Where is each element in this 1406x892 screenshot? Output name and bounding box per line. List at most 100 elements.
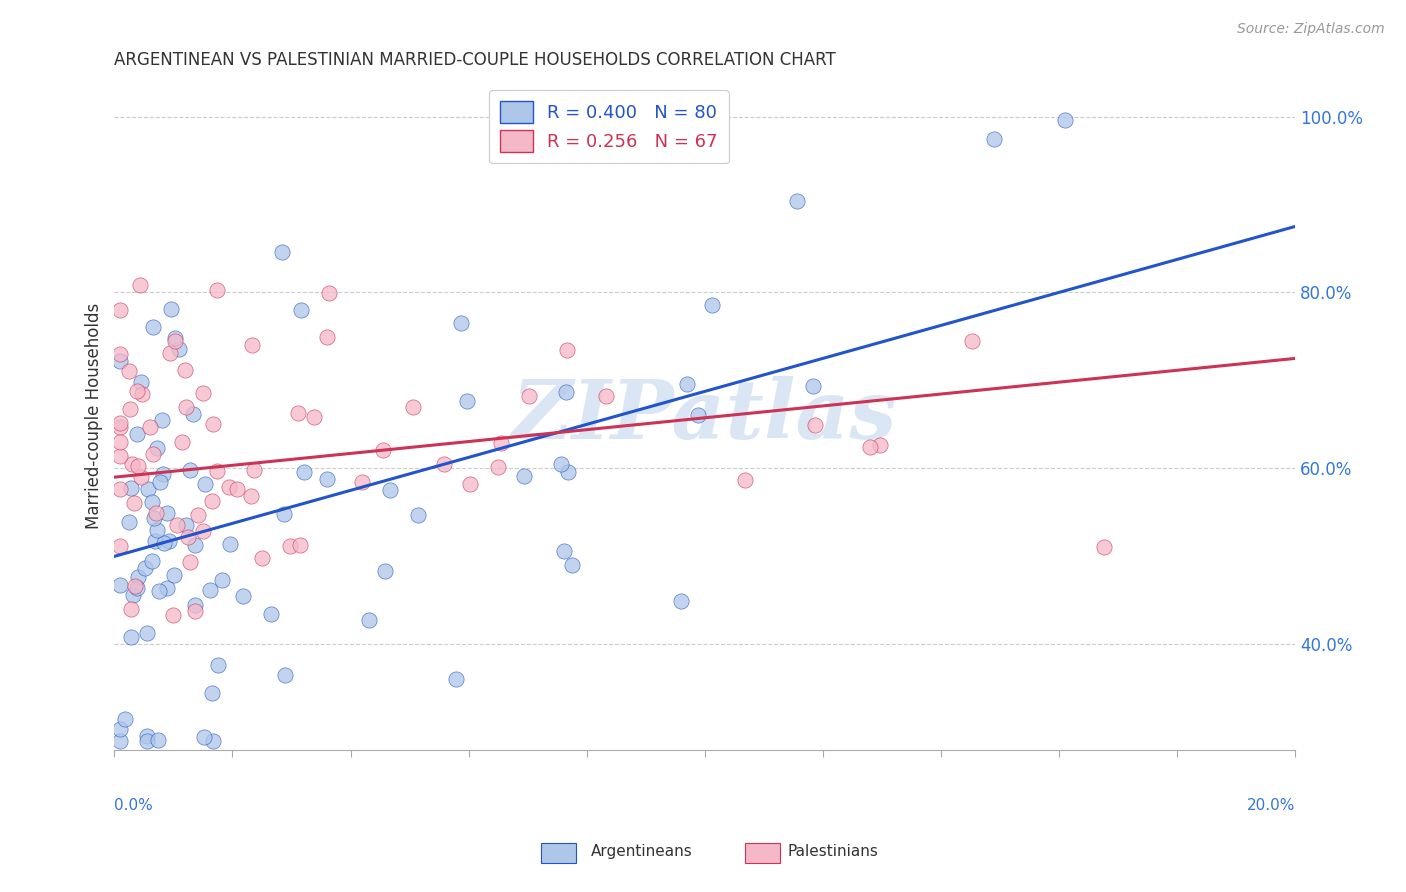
Point (125, 426, 148, 441)
Point (114, 712, 136, 726)
Point (200, 686, 222, 700)
Point (290, 302, 312, 317)
Point (156, 581, 179, 595)
Point (734, 474, 756, 488)
Point (163, 334, 186, 348)
Point (290, 538, 312, 552)
Point (122, 496, 145, 510)
Point (444, 672, 467, 686)
Point (218, 480, 240, 494)
Point (184, 604, 207, 618)
Point (129, 375, 152, 389)
Point (456, 393, 478, 408)
Point (110, 483, 132, 497)
Point (110, 416, 132, 430)
Point (240, 337, 263, 351)
Text: ARGENTINEAN VS PALESTINIAN MARRIED-COUPLE HOUSEHOLDS CORRELATION CHART: ARGENTINEAN VS PALESTINIAN MARRIED-COUPL… (114, 51, 837, 69)
Point (135, 734, 157, 748)
Point (273, 507, 295, 521)
Y-axis label: Married-couple Households: Married-couple Households (86, 302, 103, 529)
Point (184, 599, 207, 613)
Point (433, 458, 456, 472)
Point (157, 533, 180, 548)
Point (278, 539, 301, 553)
Point (187, 508, 209, 523)
Point (146, 442, 169, 456)
Point (118, 364, 141, 378)
Point (517, 388, 540, 402)
Point (120, 601, 142, 615)
Point (869, 438, 891, 452)
Point (194, 477, 217, 491)
Point (804, 417, 827, 432)
Point (193, 524, 215, 538)
Text: 20.0%: 20.0% (1247, 798, 1295, 814)
Point (550, 457, 572, 471)
Point (292, 465, 315, 479)
Point (357, 613, 380, 627)
Text: 0.0%: 0.0% (114, 798, 153, 814)
Point (127, 581, 149, 595)
Text: Source: ZipAtlas.com: Source: ZipAtlas.com (1237, 22, 1385, 37)
Point (553, 544, 575, 558)
Point (152, 467, 174, 481)
Point (458, 476, 481, 491)
Point (801, 378, 824, 392)
Point (211, 573, 233, 587)
Point (127, 384, 149, 398)
Point (127, 458, 149, 473)
Point (450, 316, 472, 330)
Point (671, 594, 693, 608)
Point (198, 582, 221, 597)
Point (162, 608, 184, 623)
Point (201, 494, 224, 508)
Point (371, 443, 394, 458)
Point (858, 440, 880, 454)
Point (120, 402, 142, 417)
Point (243, 463, 266, 477)
Point (143, 534, 166, 549)
Point (142, 447, 165, 461)
Point (205, 464, 228, 478)
Point (152, 535, 174, 549)
Point (191, 385, 214, 400)
Point (561, 558, 583, 572)
Point (184, 538, 207, 552)
Point (110, 346, 132, 360)
Point (302, 410, 325, 425)
Point (163, 568, 186, 582)
Point (159, 301, 181, 316)
Point (138, 482, 160, 496)
Text: Palestinians: Palestinians (787, 845, 879, 859)
Point (136, 626, 159, 640)
Point (156, 506, 179, 520)
Point (489, 436, 512, 450)
Point (141, 554, 163, 568)
Point (110, 420, 132, 434)
Point (218, 537, 240, 551)
Point (554, 385, 576, 400)
Point (259, 607, 281, 622)
Point (163, 330, 186, 344)
Point (110, 434, 132, 449)
Point (117, 515, 139, 529)
Point (181, 408, 204, 422)
Point (110, 577, 132, 591)
Point (148, 584, 170, 599)
Point (786, 194, 808, 209)
Point (150, 413, 173, 427)
Point (960, 334, 983, 349)
Point (408, 508, 430, 523)
Point (202, 417, 225, 431)
Point (374, 564, 396, 578)
Point (513, 469, 536, 483)
Point (139, 419, 162, 434)
Point (131, 387, 153, 401)
Point (378, 483, 401, 497)
Point (149, 475, 172, 490)
Point (193, 731, 215, 745)
Point (273, 668, 295, 682)
Point (110, 303, 132, 318)
Point (1092, 540, 1115, 554)
Point (170, 435, 193, 450)
